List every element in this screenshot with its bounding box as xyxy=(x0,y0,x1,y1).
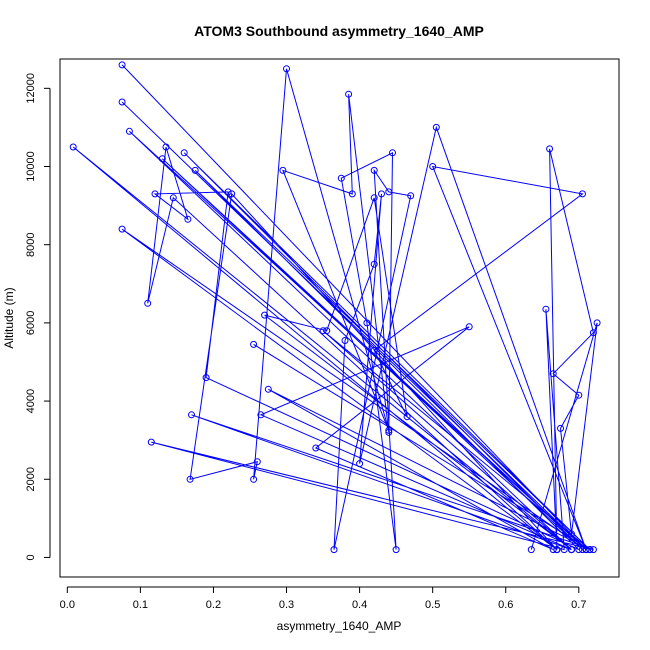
data-point xyxy=(188,411,195,419)
y-tick-label: 10000 xyxy=(25,151,37,182)
x-tick-label: 0.4 xyxy=(352,599,367,611)
y-tick-label: 4000 xyxy=(25,389,37,413)
data-point xyxy=(283,65,290,73)
data-point xyxy=(549,546,557,554)
data-point xyxy=(385,428,393,436)
data-point xyxy=(191,166,199,174)
data-point xyxy=(429,163,437,170)
data-point xyxy=(370,166,378,174)
plot-frame xyxy=(59,58,620,578)
data-point xyxy=(147,438,155,446)
data-point xyxy=(370,346,378,354)
data-point xyxy=(261,311,269,319)
data-point xyxy=(250,340,258,348)
x-axis: 0.0 0.1 0.2 0.3 0.4 0.5 0.6 0.7 xyxy=(60,586,586,611)
data-point xyxy=(279,166,287,174)
data-point xyxy=(345,90,353,98)
data-point xyxy=(169,194,177,202)
data-point xyxy=(151,190,159,198)
data-point xyxy=(184,215,192,223)
x-tick-label: 0.1 xyxy=(133,599,148,611)
data-point xyxy=(589,546,597,554)
data-point xyxy=(582,546,590,554)
data-point xyxy=(579,546,586,554)
plot-area xyxy=(59,58,620,578)
data-point xyxy=(118,225,126,233)
data-point xyxy=(118,98,126,106)
x-tick-label: 0.5 xyxy=(425,599,440,611)
data-point xyxy=(370,194,378,202)
data-point xyxy=(180,149,188,157)
data-point xyxy=(586,546,594,554)
y-axis: 0 2000 4000 6000 8000 10000 12000 xyxy=(25,73,51,561)
data-point xyxy=(553,546,561,554)
y-tick-label: 12000 xyxy=(25,73,37,104)
y-tick-label: 6000 xyxy=(25,311,37,335)
x-tick-label: 0.2 xyxy=(206,599,221,611)
data-point xyxy=(118,61,126,69)
data-point xyxy=(432,123,440,131)
data-point xyxy=(125,127,133,135)
data-point xyxy=(253,458,261,466)
data-point xyxy=(575,391,583,399)
data-point xyxy=(385,426,393,434)
data-point xyxy=(389,149,396,157)
data-point xyxy=(348,190,356,198)
x-axis-label: asymmetry_1640_AMP xyxy=(277,619,402,633)
data-point xyxy=(589,329,597,337)
data-point xyxy=(186,475,194,483)
data-point xyxy=(579,190,586,198)
data-point xyxy=(337,174,345,182)
data-point xyxy=(560,546,568,554)
y-tick-label: 0 xyxy=(25,554,37,560)
chart-title: ATOM3 Southbound asymmetry_1640_AMP xyxy=(194,23,484,39)
data-point xyxy=(403,413,411,421)
data-point xyxy=(144,299,152,307)
series-line xyxy=(72,64,598,551)
data-point xyxy=(341,337,349,344)
data-point xyxy=(323,327,331,335)
data-point xyxy=(224,188,232,196)
data-point xyxy=(330,546,338,554)
y-tick-label: 2000 xyxy=(25,467,37,491)
data-point xyxy=(370,260,378,268)
data-point xyxy=(568,530,575,538)
data-point xyxy=(257,411,265,419)
data-point xyxy=(319,327,327,335)
data-point xyxy=(312,444,320,452)
data-point xyxy=(542,305,550,313)
data-point xyxy=(465,323,473,331)
data-point xyxy=(264,385,272,393)
data-point xyxy=(593,319,601,327)
data-point xyxy=(549,370,557,378)
data-point xyxy=(385,188,393,196)
data-point xyxy=(158,155,166,163)
data-point xyxy=(407,192,415,200)
data-point xyxy=(378,190,385,198)
y-tick-label: 8000 xyxy=(25,232,37,256)
data-point xyxy=(546,145,554,153)
data-point xyxy=(228,190,236,198)
x-tick-label: 0.3 xyxy=(279,599,294,611)
data-point xyxy=(392,546,400,554)
data-point xyxy=(69,143,77,151)
x-tick-label: 0.7 xyxy=(571,599,586,611)
data-point xyxy=(363,319,371,327)
data-point xyxy=(575,546,583,554)
data-point xyxy=(527,546,535,554)
data-point xyxy=(250,475,258,483)
y-axis-label: Altitude (m) xyxy=(2,287,16,348)
data-point xyxy=(162,143,170,151)
x-tick-label: 0.6 xyxy=(498,599,513,611)
data-point xyxy=(356,460,364,468)
data-point xyxy=(568,546,575,554)
data-point xyxy=(202,374,210,382)
x-tick-label: 0.0 xyxy=(60,599,75,611)
data-point xyxy=(557,424,564,432)
